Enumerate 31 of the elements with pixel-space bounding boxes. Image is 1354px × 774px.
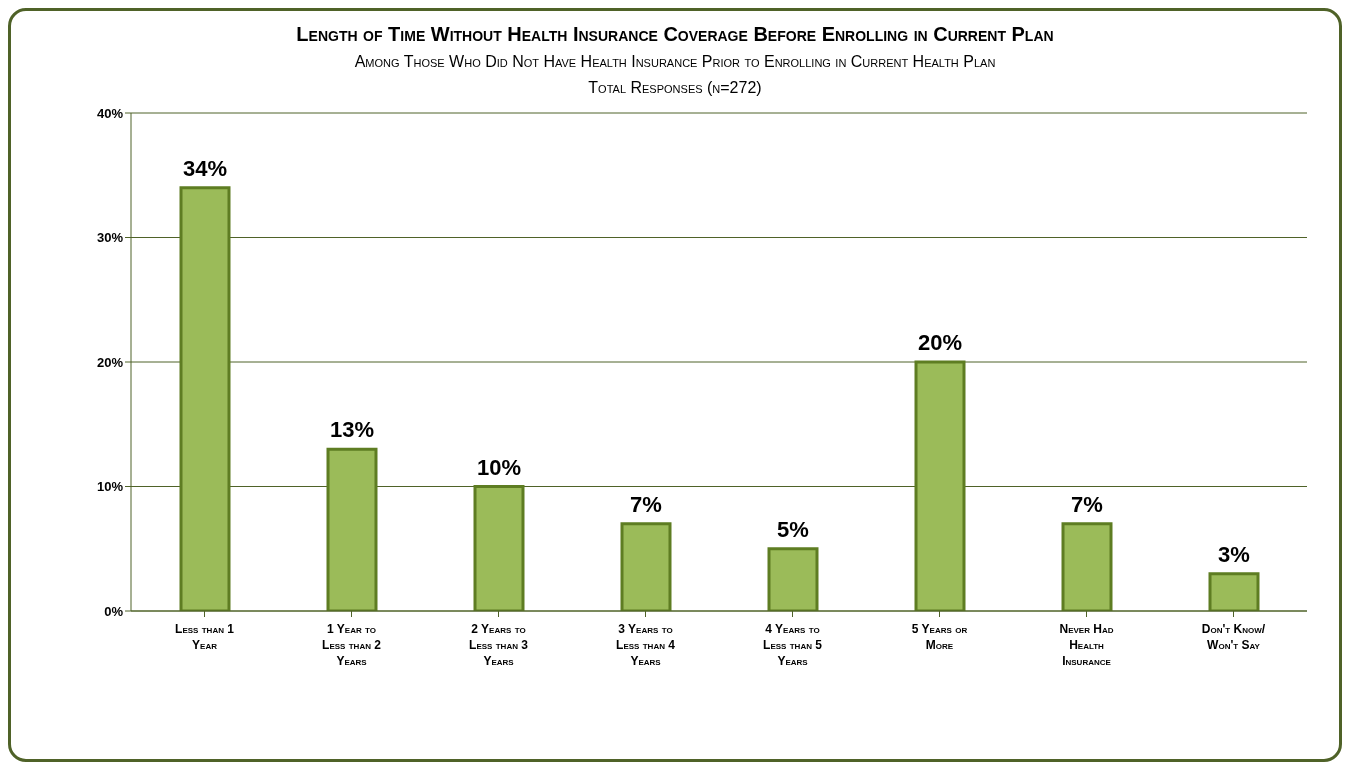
data-label: 13% — [329, 417, 375, 443]
x-tick-label: Less than 1 Year — [175, 622, 235, 652]
bar — [914, 360, 966, 611]
x-tick-label: 3 Years to Less than 4 Years — [616, 622, 676, 668]
chart-title: Length of Time Without Health Insurance Coverage Before Enrolling in Current Plan — [295, 22, 1055, 47]
bar — [620, 522, 672, 611]
x-tick-label: 1 Year to Less than 2 Years — [322, 622, 382, 668]
bar — [179, 186, 231, 611]
chart-subtitle: Among Those Who Did Not Have Health Insurance Prior to Enrolling in Current Health Plan Total Responses (n=272) — [353, 52, 997, 98]
y-tick-label: 10% — [96, 479, 124, 495]
data-label: 5% — [777, 516, 809, 542]
y-tick-label: 40% — [96, 105, 124, 121]
data-label: 3% — [1218, 541, 1250, 567]
bar — [473, 485, 525, 611]
y-tick-label: 20% — [96, 354, 124, 370]
data-label: 7% — [1071, 491, 1103, 517]
bar — [1061, 522, 1113, 611]
bar — [1208, 572, 1260, 611]
x-tick-label: Never Had Health Insurance — [1059, 622, 1114, 668]
y-tick-label: 0% — [104, 603, 124, 619]
x-tick-label: Don't Know/ Won't Say — [1201, 622, 1266, 652]
y-tick-label: 30% — [96, 230, 124, 246]
x-tick-label: 2 Years to Less than 3 Years — [469, 622, 529, 668]
bar — [767, 547, 819, 611]
data-label: 34% — [182, 155, 228, 181]
data-label: 7% — [630, 491, 662, 517]
data-label: 10% — [476, 454, 522, 480]
bar — [326, 447, 378, 611]
data-label: 20% — [917, 330, 963, 355]
x-tick-label: 4 Years to Less than 5 Years — [763, 622, 823, 668]
x-tick-label: 5 Years or More — [911, 622, 968, 652]
